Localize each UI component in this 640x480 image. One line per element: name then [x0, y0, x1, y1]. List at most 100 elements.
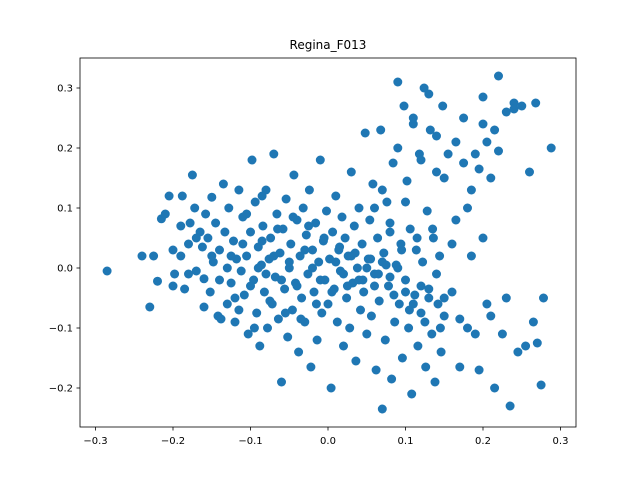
data-point — [203, 233, 213, 243]
data-point — [201, 209, 211, 219]
data-point — [517, 101, 527, 111]
data-point — [269, 149, 279, 159]
data-point — [393, 77, 403, 87]
data-point — [332, 317, 342, 327]
data-point — [185, 218, 195, 228]
data-point — [470, 329, 480, 339]
data-point — [168, 281, 178, 291]
data-point — [521, 341, 531, 351]
data-point — [258, 221, 268, 231]
data-point — [539, 293, 548, 303]
data-point — [308, 263, 317, 273]
data-point — [393, 263, 403, 273]
data-point — [215, 275, 224, 285]
data-point — [300, 245, 310, 255]
data-point — [102, 266, 112, 276]
data-point — [280, 284, 290, 294]
y-tick-label: 0.3 — [57, 84, 73, 95]
data-point — [301, 230, 311, 240]
data-point — [351, 356, 361, 366]
data-point — [455, 314, 465, 324]
data-point — [199, 274, 209, 284]
data-point — [501, 107, 511, 117]
y-axis-ticks: −0.2 −0.1 0.0 0.1 0.2 0.3 — [49, 84, 80, 395]
data-point — [247, 155, 257, 165]
data-point — [421, 362, 431, 372]
data-point — [455, 362, 465, 372]
data-point — [339, 269, 348, 279]
data-point — [370, 203, 379, 213]
x-tick-label: 0.2 — [475, 436, 491, 447]
data-point — [478, 92, 488, 102]
data-point — [385, 227, 395, 237]
data-point — [226, 251, 236, 261]
data-point — [531, 98, 541, 108]
data-point — [486, 311, 496, 321]
data-point — [168, 245, 178, 255]
data-point — [397, 353, 407, 363]
data-point — [435, 251, 445, 261]
data-point — [180, 284, 190, 294]
data-point — [366, 311, 376, 321]
data-point — [428, 233, 438, 243]
data-point — [199, 302, 209, 312]
data-point — [177, 191, 187, 201]
data-point — [309, 287, 319, 297]
data-point — [438, 101, 448, 111]
data-point — [424, 293, 434, 303]
data-point — [326, 383, 336, 393]
data-point — [470, 149, 480, 159]
data-point — [402, 176, 412, 186]
data-point — [366, 254, 376, 264]
data-point — [405, 224, 415, 234]
data-point — [401, 197, 410, 207]
data-point — [439, 173, 449, 183]
chart-title: Regina_F013 — [290, 38, 367, 52]
data-point — [382, 197, 392, 207]
data-point — [509, 104, 519, 114]
data-point — [211, 218, 221, 228]
data-point — [428, 224, 438, 234]
data-point — [410, 290, 420, 300]
data-point — [370, 281, 379, 291]
data-point — [304, 221, 314, 231]
data-point — [226, 278, 236, 288]
data-point — [342, 293, 352, 303]
data-point — [339, 341, 348, 351]
data-point — [273, 314, 283, 324]
data-point — [425, 125, 435, 135]
data-point — [433, 299, 443, 309]
data-point — [432, 167, 441, 177]
data-point — [224, 203, 234, 213]
data-point — [184, 269, 193, 279]
data-point — [451, 215, 461, 225]
data-point — [376, 125, 386, 135]
data-point — [451, 137, 461, 147]
x-tick-label: 0.3 — [553, 436, 569, 447]
data-point — [362, 329, 372, 339]
data-point — [289, 170, 299, 180]
x-axis-ticks: −0.3 −0.2 −0.1 0.0 0.1 0.2 0.3 — [83, 427, 568, 447]
data-point — [273, 224, 283, 234]
data-point — [246, 281, 255, 291]
data-point — [525, 167, 534, 177]
data-point — [430, 377, 440, 387]
data-point — [170, 269, 180, 279]
data-point — [501, 293, 511, 303]
data-point — [384, 281, 393, 291]
data-point — [149, 251, 159, 261]
data-point — [385, 218, 395, 228]
data-point — [371, 365, 381, 375]
data-point — [281, 194, 291, 204]
data-point — [230, 293, 240, 303]
data-point — [294, 347, 304, 357]
data-point — [311, 218, 321, 228]
data-point — [220, 227, 230, 237]
data-point — [394, 299, 404, 309]
data-point — [513, 347, 523, 357]
data-point — [439, 293, 449, 303]
data-point — [393, 143, 403, 153]
data-point — [287, 305, 297, 315]
data-point — [191, 233, 201, 243]
data-point — [277, 275, 286, 285]
